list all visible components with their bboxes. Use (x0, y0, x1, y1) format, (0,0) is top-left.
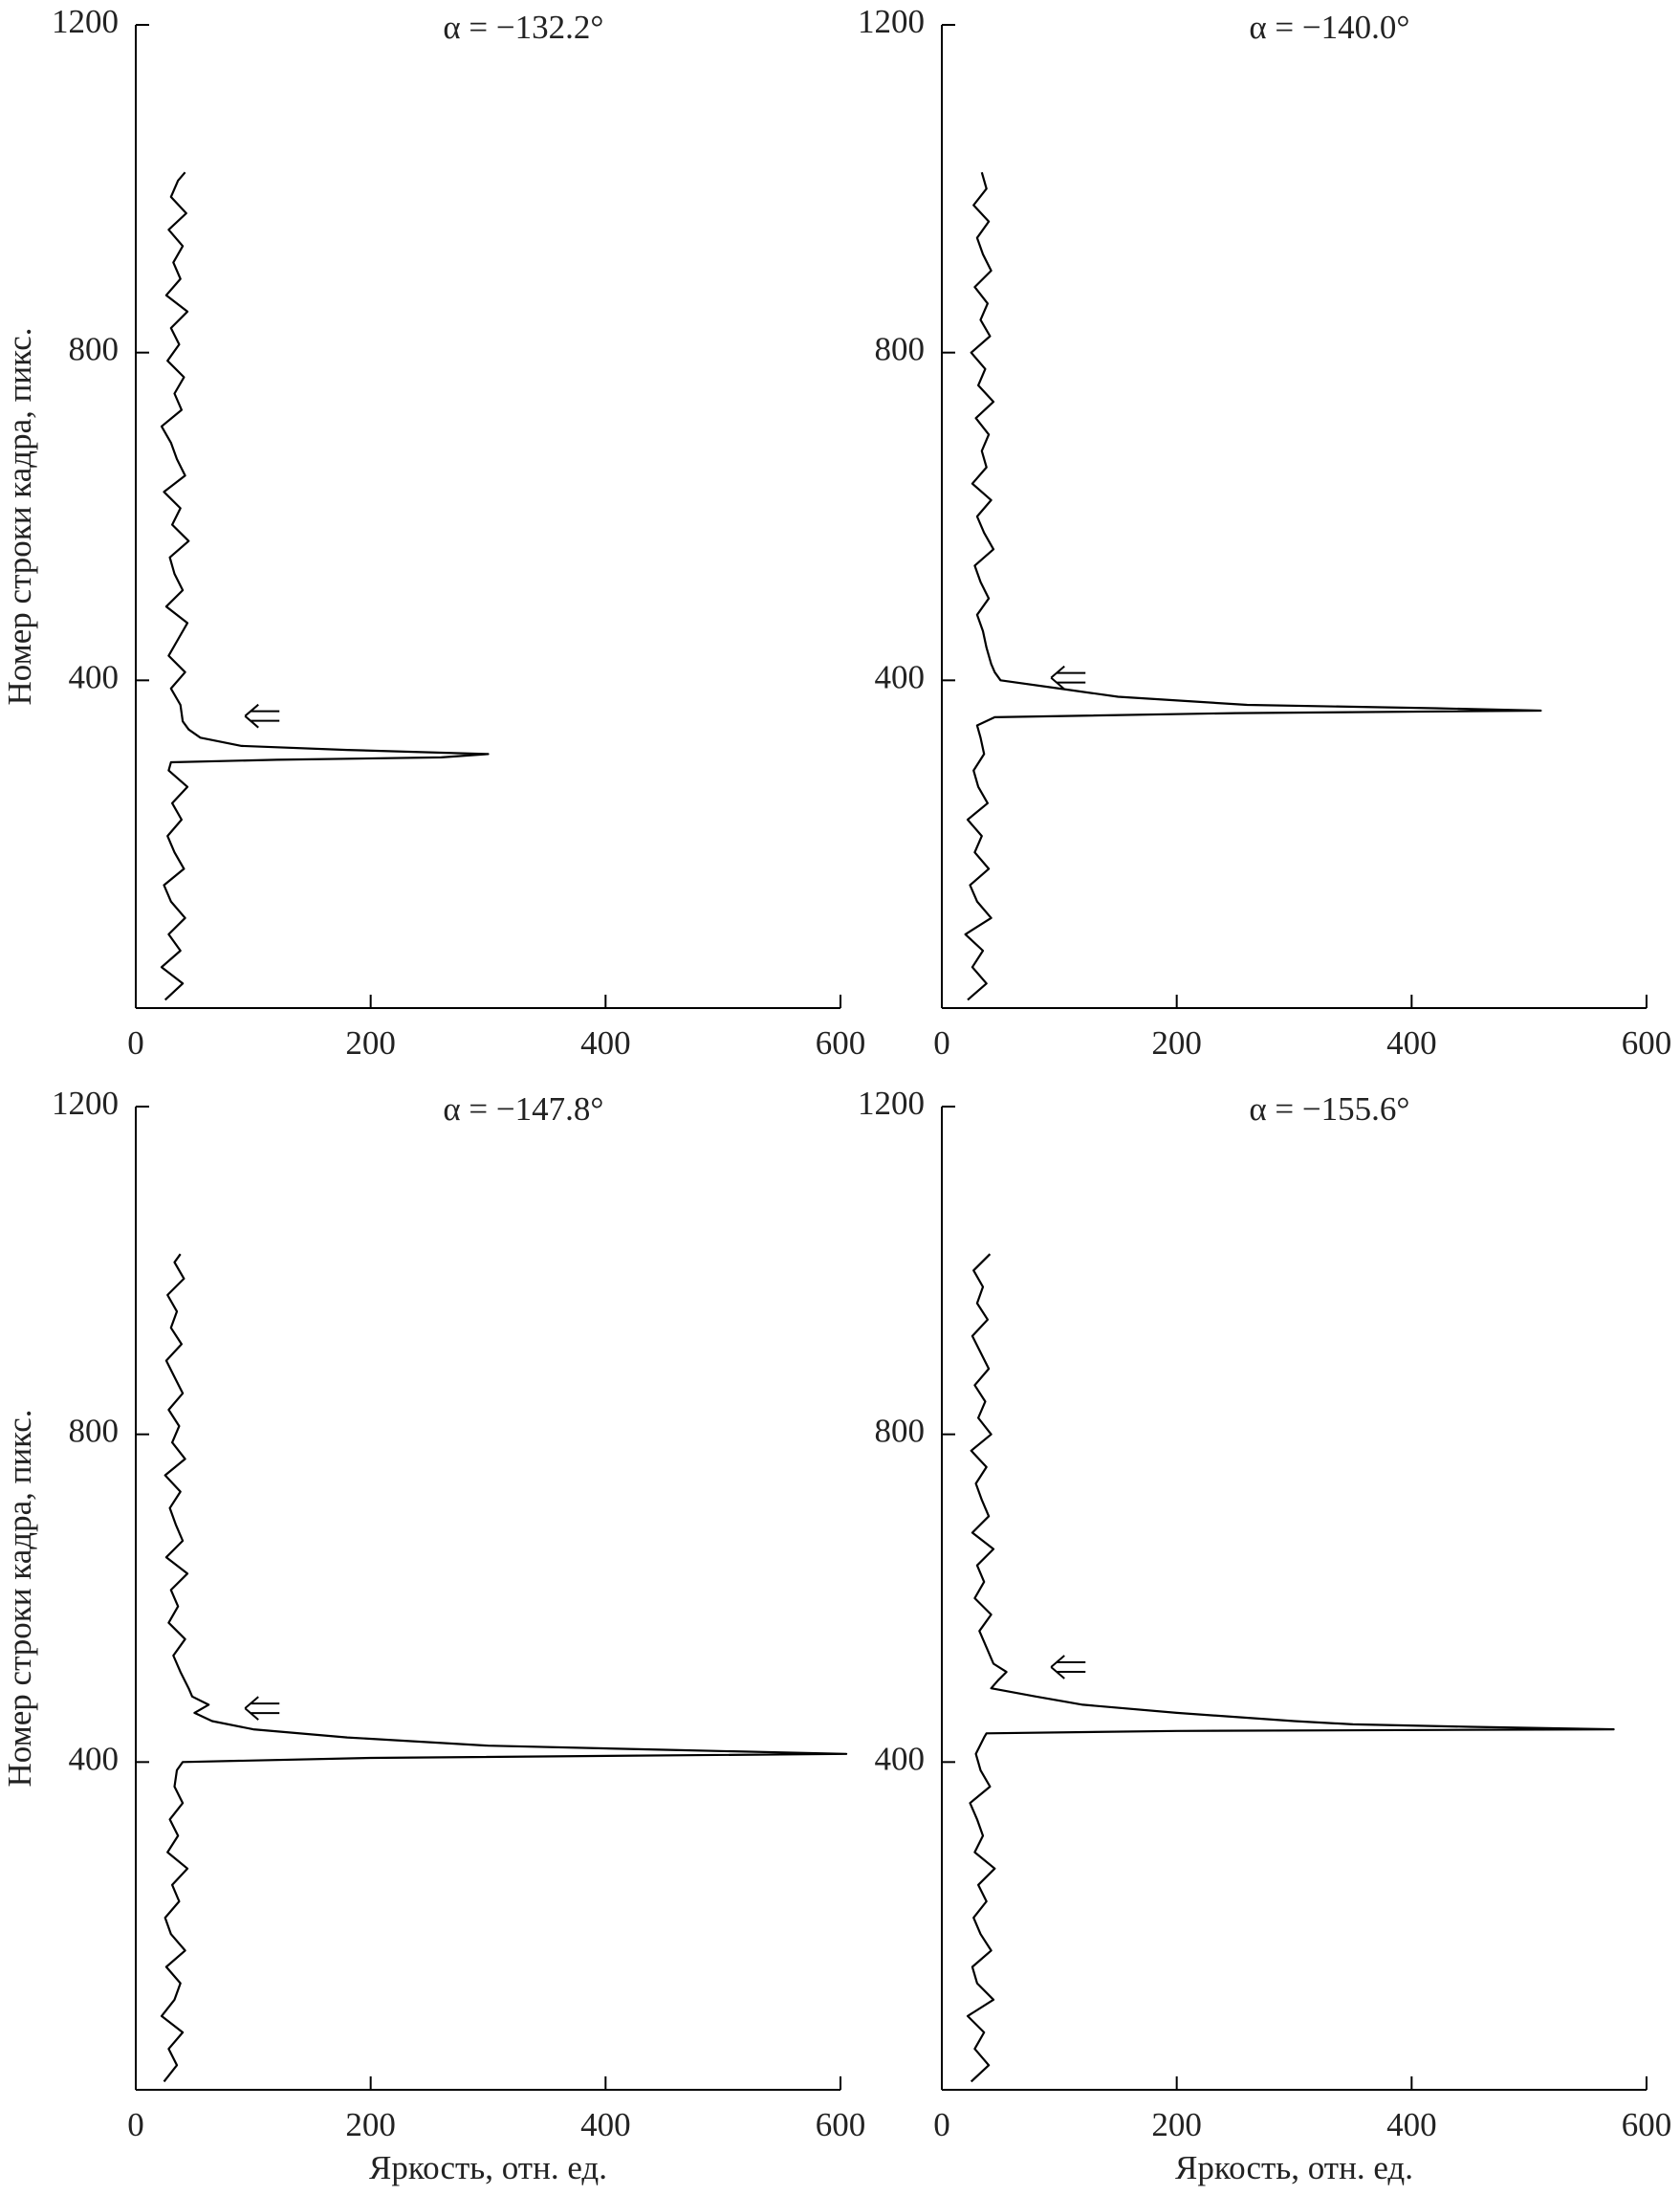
x-tick-label: 0 (127, 1024, 144, 1062)
y-tick-label: 400 (875, 658, 926, 695)
chart-title: α = −140.0° (1249, 9, 1409, 46)
x-axis-label: Яркость, отн. ед. (1175, 2149, 1413, 2186)
x-tick-label: 200 (345, 2106, 396, 2143)
x-axis-label: Яркость, отн. ед. (369, 2149, 607, 2186)
x-tick-label: 600 (1622, 1024, 1672, 1062)
profile-line (160, 171, 490, 1001)
y-tick-label: 800 (875, 1413, 926, 1450)
x-tick-label: 600 (1622, 2106, 1672, 2143)
x-tick-label: 400 (1386, 2106, 1437, 2143)
x-tick-label: 400 (580, 1024, 631, 1062)
chart-title: α = −147.8° (443, 1090, 603, 1128)
x-tick-label: 0 (933, 2106, 950, 2143)
x-tick-label: 400 (580, 2106, 631, 2143)
arrow-marker (1050, 665, 1086, 691)
y-tick-label: 400 (69, 1740, 120, 1777)
x-tick-label: 200 (345, 1024, 396, 1062)
profile-line (964, 171, 1542, 1001)
arrow-marker (1050, 1655, 1086, 1679)
y-tick-label: 800 (69, 1413, 120, 1450)
y-tick-label: 1200 (858, 3, 925, 40)
x-tick-label: 600 (816, 1024, 866, 1062)
x-tick-label: 200 (1151, 1024, 1202, 1062)
x-tick-label: 200 (1151, 2106, 1202, 2143)
x-tick-label: 0 (127, 2106, 144, 2143)
y-axis-label: Номер строки кадра, пикс. (1, 1409, 38, 1787)
y-tick-label: 1200 (52, 1085, 119, 1122)
y-tick-label: 1200 (858, 1085, 925, 1122)
chart-title: α = −132.2° (443, 9, 603, 46)
y-tick-label: 400 (69, 658, 120, 695)
arrow-marker (244, 1696, 280, 1721)
arrow-marker (244, 703, 280, 729)
y-tick-label: 800 (69, 331, 120, 368)
y-tick-label: 800 (875, 331, 926, 368)
chart-title: α = −155.6° (1249, 1090, 1409, 1128)
y-axis-label: Номер строки кадра, пикс. (1, 327, 38, 705)
profile-line (160, 1253, 848, 2083)
y-tick-label: 1200 (52, 3, 119, 40)
y-tick-label: 400 (875, 1740, 926, 1777)
x-tick-label: 400 (1386, 1024, 1437, 1062)
profile-line (966, 1253, 1615, 2083)
x-tick-label: 0 (933, 1024, 950, 1062)
x-tick-label: 600 (816, 2106, 866, 2143)
